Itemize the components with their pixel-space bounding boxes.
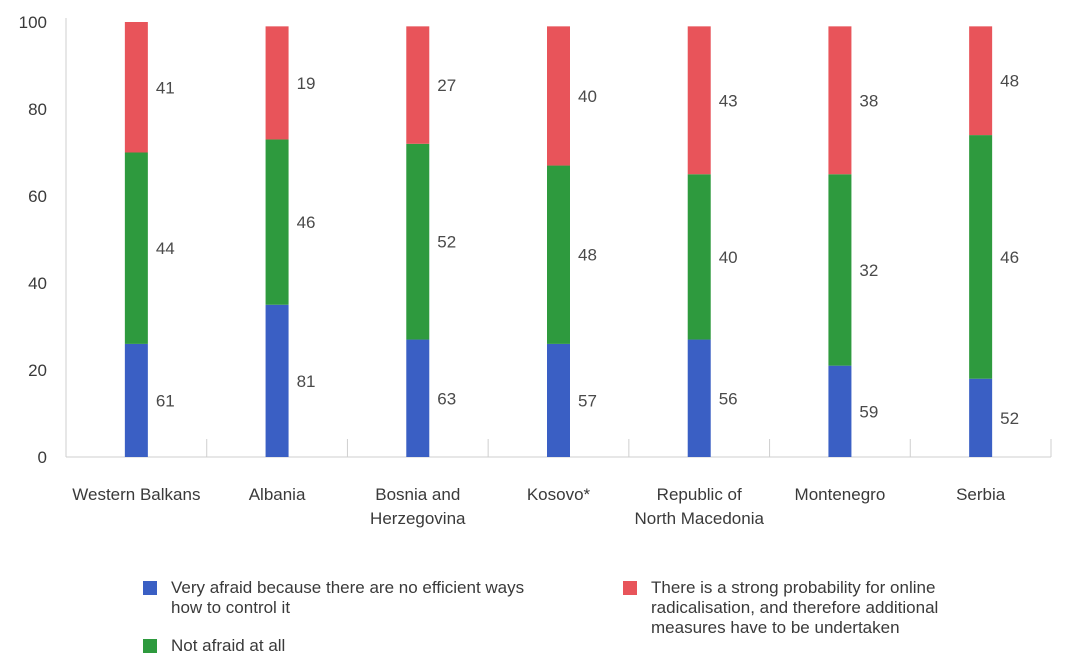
y-tick-label: 0 xyxy=(38,448,47,467)
data-label: 41 xyxy=(156,78,175,97)
data-label: 48 xyxy=(1000,72,1019,91)
data-label: 27 xyxy=(437,76,456,95)
legend-label-not-afraid: Not afraid at all xyxy=(171,636,285,656)
data-label: 46 xyxy=(297,213,316,232)
data-label: 44 xyxy=(156,239,175,258)
bar-segment xyxy=(828,365,852,457)
bar-segment xyxy=(547,343,570,457)
legend-line: how to control it xyxy=(171,598,291,617)
legend-label-strong-probability: There is a strong probability for online… xyxy=(651,578,938,638)
legend-swatch-green xyxy=(143,639,157,653)
bar-segment xyxy=(828,174,852,366)
data-label: 43 xyxy=(719,91,738,110)
x-tick-label: Serbia xyxy=(956,485,1006,504)
data-label: 46 xyxy=(1000,248,1019,267)
data-label: 40 xyxy=(719,248,738,267)
data-label: 19 xyxy=(297,74,316,93)
bar-segment xyxy=(969,26,993,136)
bar-segment xyxy=(828,26,852,175)
data-label: 56 xyxy=(719,389,738,408)
legend-swatch-blue xyxy=(143,581,157,595)
bar-segment xyxy=(406,339,430,457)
legend-line: There is a strong probability for online xyxy=(651,578,936,597)
x-tick-label: Kosovo* xyxy=(527,485,591,504)
bar-segment xyxy=(124,343,148,457)
y-tick-label: 40 xyxy=(28,274,47,293)
data-label: 40 xyxy=(578,87,597,106)
data-label: 38 xyxy=(859,91,878,110)
data-label: 59 xyxy=(859,402,878,421)
data-label: 63 xyxy=(437,389,456,408)
bar-segment xyxy=(265,26,289,140)
bar-segment xyxy=(265,304,289,457)
bar-segment xyxy=(687,174,711,340)
legend-line: measures have to be undertaken xyxy=(651,618,900,637)
x-tick-label: Bosnia and Herzegovina xyxy=(370,485,466,528)
legend-item-very-afraid: Very afraid because there are no efficie… xyxy=(143,578,583,618)
bar-segment xyxy=(406,143,430,340)
legend-item-strong-probability: There is a strong probability for online… xyxy=(623,578,1043,638)
data-label: 32 xyxy=(859,261,878,280)
y-tick-label: 100 xyxy=(19,13,47,32)
legend-swatch-red xyxy=(623,581,637,595)
bar-segment xyxy=(547,165,570,344)
legend-line: Not afraid at all xyxy=(171,636,286,655)
bar-segment xyxy=(969,378,993,457)
data-label: 61 xyxy=(156,391,175,410)
y-tick-label: 80 xyxy=(28,100,47,119)
bar-segment xyxy=(406,26,430,144)
x-tick-label: Western Balkans xyxy=(72,485,200,504)
legend-label-very-afraid: Very afraid because there are no efficie… xyxy=(171,578,524,618)
x-tick-label: Montenegro xyxy=(795,485,886,504)
data-label: 52 xyxy=(437,233,456,252)
bar-segment xyxy=(124,152,148,344)
data-label: 52 xyxy=(1000,409,1019,428)
axes: 0 20 40 60 80 100 Western Balkans Albania Bosnia… xyxy=(19,13,1052,528)
bar-segment xyxy=(687,26,711,175)
bar-segment xyxy=(687,339,711,457)
data-label: 48 xyxy=(578,246,597,265)
x-tick-label: Albania xyxy=(249,485,306,504)
legend-line: Very afraid because there are no efficie… xyxy=(171,578,525,597)
x-tick-label: Republic of North Macedonia xyxy=(634,485,764,528)
bar-segment xyxy=(265,139,289,305)
data-label: 81 xyxy=(297,372,316,391)
y-tick-label: 20 xyxy=(28,361,47,380)
legend-line: radicalisation, and therefore additional xyxy=(651,598,939,617)
legend-item-not-afraid: Not afraid at all xyxy=(143,636,583,656)
data-labels: 61 44 41 81 46 19 63 52 27 57 48 40 56 40 43 59 32 38 52 46… xyxy=(156,72,1019,428)
data-label: 57 xyxy=(578,391,597,410)
y-tick-label: 60 xyxy=(28,187,47,206)
bar-segment xyxy=(547,26,570,166)
bar-segment xyxy=(124,22,148,153)
bar-segment xyxy=(969,135,993,379)
bars xyxy=(124,22,993,457)
